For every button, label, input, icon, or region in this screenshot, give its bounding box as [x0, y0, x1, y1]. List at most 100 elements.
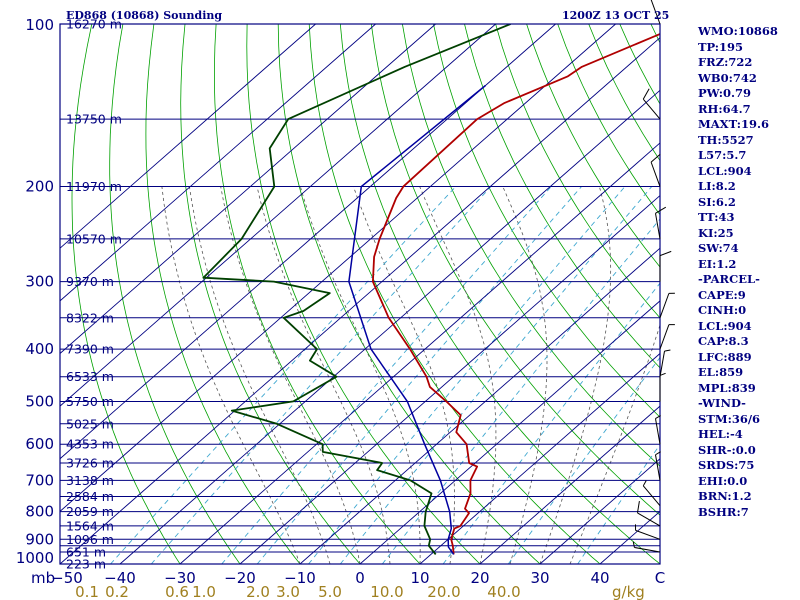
isotherm: [179, 142, 660, 564]
temperature-tick: −30: [164, 569, 196, 587]
mixing-ratio-line: [577, 443, 660, 564]
mixing-ratio-line: [308, 186, 626, 564]
pressure-label: 800: [25, 503, 54, 521]
barb-feather: [642, 88, 650, 100]
isotherm: [60, 24, 316, 249]
barb-feather: [655, 206, 667, 214]
index-item: SHR-:0.0: [698, 442, 756, 457]
barb-staff: [642, 485, 661, 507]
pressure-label: 200: [25, 178, 54, 196]
wind-barb: [659, 250, 672, 282]
barb-staff: [637, 512, 661, 527]
height-label: 2584 m: [66, 489, 114, 504]
isotherm: [60, 24, 556, 460]
height-label: 2059 m: [66, 504, 114, 519]
temperature-tick: 30: [530, 569, 549, 587]
isotherm: [60, 24, 616, 512]
index-item: RH:64.7: [698, 101, 751, 116]
pressure-label: 400: [25, 340, 54, 358]
barb-staff: [642, 98, 661, 120]
indices-panel: WMO:10868 TP:195 FRZ:722 WB0:742 PW:0.79 RH:6…: [698, 24, 778, 520]
dry-adiabat: [246, 24, 481, 564]
mixing-ratio-line: [110, 186, 457, 564]
temperature-tick: 0: [355, 569, 365, 587]
moist-adiabat: [569, 323, 660, 564]
index-item: MAXT:19.6: [698, 117, 769, 131]
index-item: TP:195: [698, 39, 744, 54]
temperature-tick: −50: [51, 569, 83, 587]
index-item: EL:859: [698, 365, 744, 379]
pressure-label: 900: [25, 530, 54, 548]
isotherm: [119, 89, 660, 564]
pressure-label: 500: [25, 392, 54, 410]
moist-adiabat: [353, 186, 455, 564]
wind-barb: [650, 0, 661, 25]
isotherm: [419, 352, 660, 564]
barb-half-feather: [642, 480, 647, 487]
index-item: EI:1.2: [698, 256, 737, 271]
mixing-ratio-tick: 0.6: [165, 583, 189, 600]
wind-barb: [642, 88, 661, 120]
temperature-profile: [372, 33, 660, 555]
mixing-ratio-tick: 0.2: [105, 583, 129, 600]
plot-border: [59, 23, 661, 565]
index-item: SW:74: [698, 241, 739, 255]
wind-barb: [654, 415, 661, 445]
height-label: 8322 m: [66, 310, 114, 325]
index-item: TT:43: [698, 210, 735, 224]
mixing-ratio-line: [221, 186, 552, 564]
height-label: 5750 m: [66, 394, 114, 409]
barb-staff: [654, 454, 661, 481]
moist-adiabat: [161, 186, 301, 564]
station-title: ED868 (10868) Sounding: [66, 9, 223, 22]
temperature-tick: 40: [590, 569, 609, 587]
mixing-ratio-tick: 20.0: [427, 583, 460, 600]
temperature-tick: 10: [410, 569, 429, 587]
height-label: 6533 m: [66, 369, 114, 384]
pressure-label: 300: [25, 273, 54, 291]
moist-adiabat: [502, 186, 548, 564]
index-item: CINH:0: [698, 303, 747, 317]
mixing-ratio-tick: 5.0: [318, 583, 342, 600]
barb-staff: [659, 351, 666, 377]
index-item: LCL:904: [698, 163, 752, 178]
index-item: -PARCEL-: [698, 272, 760, 286]
temperature-tick: C: [655, 569, 665, 587]
barb-staff: [635, 529, 661, 540]
barb-feather: [636, 500, 640, 513]
index-item: HEL:-4: [698, 427, 743, 441]
isotherm: [60, 37, 660, 564]
isotherm: [359, 300, 660, 564]
profile-lines: [202, 24, 660, 555]
mixing-ratio-tick: 0.1: [75, 583, 99, 600]
height-label: 11970 m: [66, 179, 122, 194]
index-item: EHI:0.0: [698, 473, 748, 488]
barb-half-feather: [655, 415, 661, 420]
dewpoint-profile: [202, 24, 511, 555]
temperature-tick: −10: [284, 569, 316, 587]
background-lines: [60, 24, 660, 564]
y-unit-label: mb: [31, 569, 55, 587]
index-item: LI:8.2: [698, 179, 736, 193]
height-label: 3726 m: [66, 455, 114, 470]
index-item: STM:36/6: [698, 411, 761, 426]
height-label: 4353 m: [66, 437, 114, 452]
dry-adiabat: [180, 24, 361, 564]
moist-adiabat: [220, 186, 361, 564]
height-label: 7390 m: [66, 342, 114, 357]
height-label: 5025 m: [66, 416, 114, 431]
height-label: 651 m: [66, 544, 106, 559]
wind-barb: [654, 206, 667, 239]
barb-staff: [654, 213, 661, 239]
barb-half-feather: [659, 372, 666, 376]
mixing-ratio-line: [442, 282, 660, 564]
pressure-label: 700: [25, 471, 54, 489]
index-item: SI:6.2: [698, 194, 736, 209]
index-item: WB0:742: [698, 70, 757, 85]
isotherm: [479, 405, 660, 564]
isotherm: [60, 24, 436, 355]
pressure-label: 100: [25, 16, 54, 34]
dry-adiabat: [214, 24, 421, 564]
index-item: PW:0.79: [698, 86, 752, 100]
index-item: CAPE:9: [698, 287, 746, 302]
